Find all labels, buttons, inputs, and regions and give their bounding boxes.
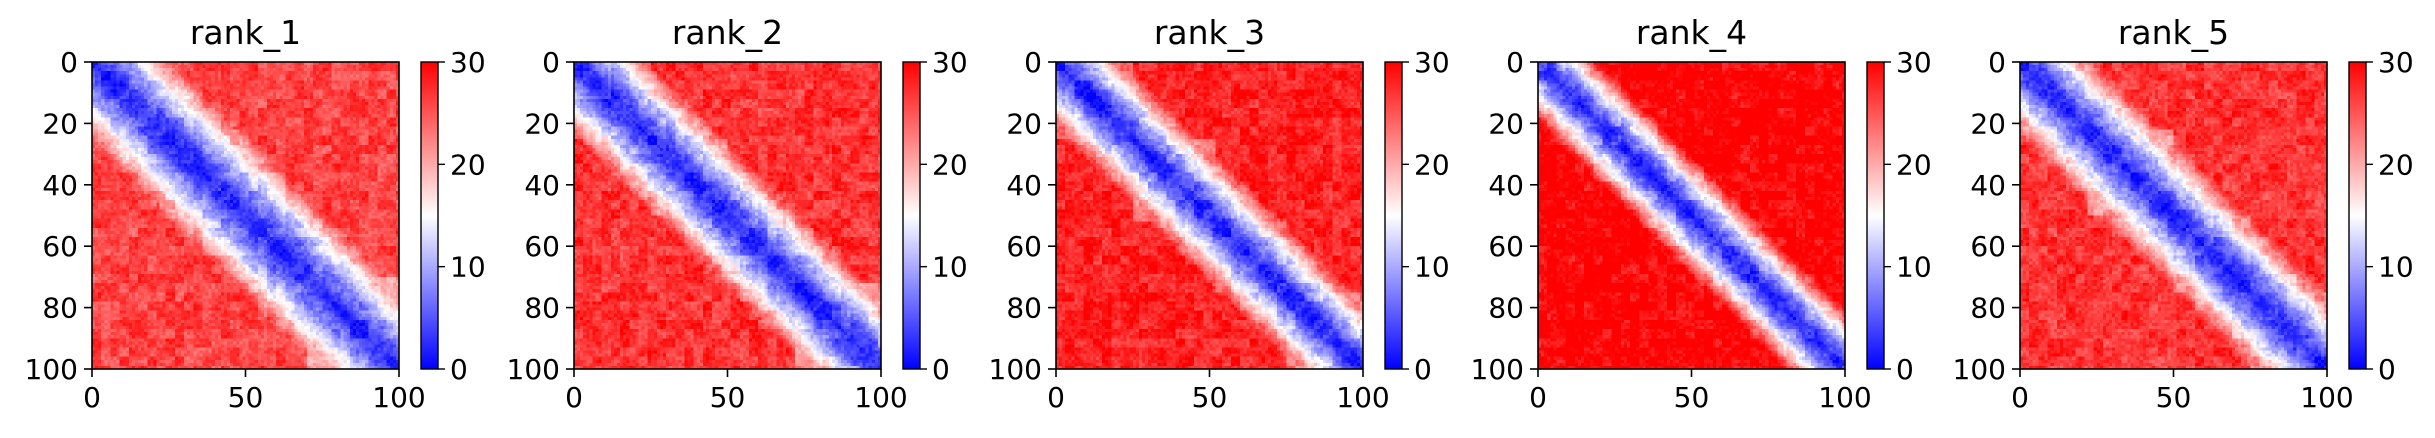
colorbar-tick-label: 0 bbox=[1414, 353, 1432, 386]
y-tick-label: 0 bbox=[542, 46, 560, 79]
x-tick-label: 50 bbox=[228, 381, 264, 414]
colorbar-tick-label: 30 bbox=[450, 46, 486, 79]
y-tick-label: 40 bbox=[1006, 169, 1042, 202]
y-tick-label: 80 bbox=[1006, 292, 1042, 325]
colorbar-tick-label: 30 bbox=[932, 46, 968, 79]
x-tick-label: 0 bbox=[1529, 381, 1547, 414]
panel-title: rank_2 bbox=[672, 13, 783, 52]
colorbar-tick-label: 20 bbox=[450, 148, 486, 181]
x-tick-label: 100 bbox=[1336, 381, 1389, 414]
y-tick-label: 100 bbox=[1953, 353, 2006, 386]
heatmap-image bbox=[2020, 62, 2327, 369]
y-tick-label: 100 bbox=[25, 353, 78, 386]
y-tick-label: 20 bbox=[524, 107, 560, 140]
y-tick-label: 20 bbox=[1970, 107, 2006, 140]
x-tick-label: 0 bbox=[2011, 381, 2029, 414]
y-tick-label: 0 bbox=[1506, 46, 1524, 79]
y-tick-label: 60 bbox=[1006, 230, 1042, 263]
y-tick-label: 20 bbox=[42, 107, 78, 140]
y-tick-label: 20 bbox=[1006, 107, 1042, 140]
colorbar-tick-label: 0 bbox=[1896, 353, 1914, 386]
x-tick-label: 50 bbox=[710, 381, 746, 414]
y-tick-label: 40 bbox=[1488, 169, 1524, 202]
colorbar bbox=[1866, 61, 1885, 370]
y-tick-label: 80 bbox=[42, 292, 78, 325]
x-tick-label: 50 bbox=[1192, 381, 1228, 414]
colorbar-tick-label: 20 bbox=[1414, 148, 1450, 181]
panel-title: rank_5 bbox=[2118, 13, 2229, 52]
colorbar bbox=[902, 61, 921, 370]
colorbar-tick-label: 20 bbox=[932, 148, 968, 181]
heatmap-image bbox=[574, 62, 881, 369]
y-tick-label: 40 bbox=[1970, 169, 2006, 202]
x-tick-label: 0 bbox=[565, 381, 583, 414]
colorbar-tick-label: 0 bbox=[450, 353, 468, 386]
y-tick-label: 100 bbox=[1471, 353, 1524, 386]
x-tick-label: 100 bbox=[1818, 381, 1871, 414]
y-tick-label: 20 bbox=[1488, 107, 1524, 140]
colorbar-tick-label: 30 bbox=[2378, 46, 2414, 79]
y-tick-label: 0 bbox=[1024, 46, 1042, 79]
heatmap-image bbox=[92, 62, 399, 369]
colorbar bbox=[1384, 61, 1403, 370]
y-tick-label: 60 bbox=[524, 230, 560, 263]
colorbar-tick-label: 10 bbox=[450, 251, 486, 284]
panel-title: rank_3 bbox=[1154, 13, 1265, 52]
y-tick-label: 0 bbox=[60, 46, 78, 79]
y-tick-label: 60 bbox=[1488, 230, 1524, 263]
colorbar-tick-label: 30 bbox=[1414, 46, 1450, 79]
y-tick-label: 80 bbox=[1970, 292, 2006, 325]
colorbar-tick-label: 30 bbox=[1896, 46, 1932, 79]
x-tick-label: 0 bbox=[1047, 381, 1065, 414]
y-tick-label: 0 bbox=[1988, 46, 2006, 79]
heatmap-image bbox=[1538, 62, 1845, 369]
y-tick-label: 100 bbox=[989, 353, 1042, 386]
x-tick-label: 100 bbox=[2300, 381, 2353, 414]
colorbar-tick-label: 20 bbox=[2378, 148, 2414, 181]
y-tick-label: 40 bbox=[524, 169, 560, 202]
x-tick-label: 100 bbox=[372, 381, 425, 414]
x-tick-label: 0 bbox=[83, 381, 101, 414]
x-tick-label: 50 bbox=[1674, 381, 1710, 414]
colorbar-tick-label: 20 bbox=[1896, 148, 1932, 181]
y-tick-label: 80 bbox=[1488, 292, 1524, 325]
colorbar-tick-label: 0 bbox=[2378, 353, 2396, 386]
y-tick-label: 60 bbox=[42, 230, 78, 263]
heatmap-image bbox=[1056, 62, 1363, 369]
colorbar-tick-label: 10 bbox=[1414, 251, 1450, 284]
colorbar-tick-label: 10 bbox=[1896, 251, 1932, 284]
panel-title: rank_4 bbox=[1636, 13, 1747, 52]
colorbar bbox=[420, 61, 439, 370]
colorbar-tick-label: 10 bbox=[2378, 251, 2414, 284]
panel-title: rank_1 bbox=[190, 13, 301, 52]
y-tick-label: 60 bbox=[1970, 230, 2006, 263]
x-tick-label: 50 bbox=[2156, 381, 2192, 414]
y-tick-label: 80 bbox=[524, 292, 560, 325]
colorbar-tick-label: 0 bbox=[932, 353, 950, 386]
y-tick-label: 40 bbox=[42, 169, 78, 202]
y-tick-label: 100 bbox=[507, 353, 560, 386]
colorbar-tick-label: 10 bbox=[932, 251, 968, 284]
colorbar bbox=[2348, 61, 2367, 370]
x-tick-label: 100 bbox=[854, 381, 907, 414]
